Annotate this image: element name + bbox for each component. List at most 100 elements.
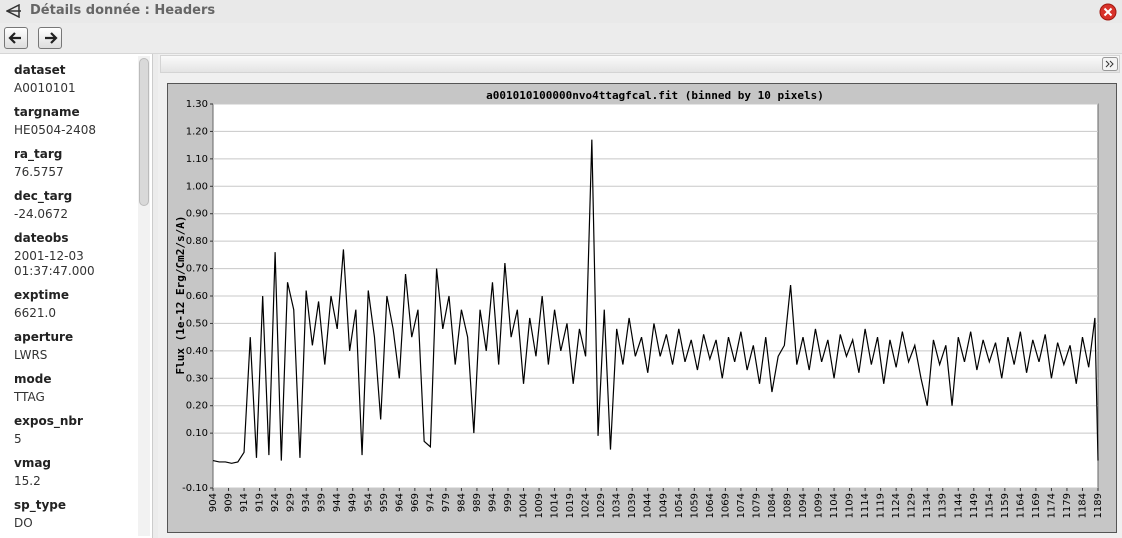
forward-button[interactable] bbox=[38, 27, 62, 49]
field: exptime 6621.0 bbox=[14, 288, 152, 321]
close-button[interactable] bbox=[1099, 3, 1117, 21]
x-tick-label: 1184 bbox=[1077, 493, 1088, 518]
x-tick-label: 949 bbox=[348, 493, 359, 512]
x-tick-label: 1179 bbox=[1062, 493, 1073, 518]
field: targname HE0504-2408 bbox=[14, 105, 152, 138]
x-tick-label: 1024 bbox=[581, 493, 592, 518]
x-tick-label: 1079 bbox=[751, 493, 762, 518]
back-button[interactable] bbox=[4, 27, 28, 49]
x-tick-label: 1169 bbox=[1031, 493, 1042, 518]
field: mode TTAG bbox=[14, 372, 152, 405]
field-label: sp_type bbox=[14, 498, 67, 512]
x-tick-label: 1174 bbox=[1046, 493, 1057, 518]
x-tick-label: 1164 bbox=[1015, 493, 1026, 518]
data-line bbox=[212, 139, 1099, 464]
x-tick-label: 1114 bbox=[860, 493, 871, 518]
x-tick-label: 1069 bbox=[720, 493, 731, 518]
scrollbar-thumb[interactable] bbox=[139, 58, 149, 206]
y-tick-label: 1.30 bbox=[186, 99, 208, 110]
chart: a001010100000nvo4ttagfcal.fit (binned by… bbox=[167, 83, 1117, 533]
x-tick-label: 1014 bbox=[550, 493, 561, 518]
field: dec_targ -24.0672 bbox=[14, 189, 152, 222]
x-tick-label: 1149 bbox=[969, 493, 980, 518]
x-tick-label: 964 bbox=[394, 493, 405, 512]
x-tick-label: 1154 bbox=[984, 493, 995, 518]
x-tick-label: 969 bbox=[410, 493, 421, 512]
x-tick-label: 909 bbox=[224, 493, 235, 512]
x-tick-label: 929 bbox=[286, 493, 297, 512]
x-tick-label: 1049 bbox=[658, 493, 669, 518]
field-value: A0010101 bbox=[14, 81, 76, 95]
y-tick-label: 0.50 bbox=[186, 318, 208, 329]
x-tick-label: 1029 bbox=[596, 493, 607, 518]
y-tick-label: 0.40 bbox=[186, 346, 208, 357]
field-label: dec_targ bbox=[14, 189, 73, 203]
x-tick-label: 1124 bbox=[891, 493, 902, 518]
x-tick-label: 1084 bbox=[767, 493, 778, 518]
x-tick-label: 1099 bbox=[814, 493, 825, 518]
x-tick-label: 1044 bbox=[643, 493, 654, 518]
y-tick-label: 0.30 bbox=[186, 373, 208, 384]
field-label: exptime bbox=[14, 288, 69, 302]
x-tick-label: 1189 bbox=[1093, 493, 1104, 518]
x-tick-label: 984 bbox=[456, 493, 467, 512]
field: expos_nbr 5 bbox=[14, 414, 152, 447]
x-tick-label: 1139 bbox=[938, 493, 949, 518]
field-value: LWRS bbox=[14, 348, 48, 362]
x-tick-label: 954 bbox=[363, 493, 374, 512]
toolbar bbox=[0, 23, 1122, 54]
panel-header bbox=[160, 55, 1120, 73]
field-label: vmag bbox=[14, 456, 52, 470]
x-tick-label: 1074 bbox=[736, 493, 747, 518]
field-value: TTAG bbox=[14, 390, 45, 404]
x-tick-label: 1104 bbox=[829, 493, 840, 518]
field: sp_type DO bbox=[14, 498, 152, 531]
window-title: Détails donnée : Headers bbox=[30, 3, 216, 18]
y-tick-label: -0.10 bbox=[182, 483, 208, 494]
chart-title: a001010100000nvo4ttagfcal.fit (binned by… bbox=[486, 89, 824, 102]
field-value: 76.5757 bbox=[14, 165, 64, 179]
x-tick-label: 919 bbox=[255, 493, 266, 512]
x-tick-label: 944 bbox=[332, 493, 343, 512]
x-tick-label: 1144 bbox=[953, 493, 964, 518]
x-tick-label: 999 bbox=[503, 493, 514, 512]
x-tick-label: 914 bbox=[239, 493, 250, 512]
expand-button[interactable] bbox=[1102, 57, 1118, 71]
y-tick-label: 1.20 bbox=[186, 126, 208, 137]
field-label: mode bbox=[14, 372, 52, 386]
field: aperture LWRS bbox=[14, 330, 152, 363]
x-tick-label: 994 bbox=[487, 493, 498, 512]
x-tick-label: 1109 bbox=[845, 493, 856, 518]
field: dataset A0010101 bbox=[14, 63, 152, 96]
y-axis-title: Flux (1e-12 Erg/Cm2/s/A) bbox=[174, 216, 187, 375]
x-tick-label: 1034 bbox=[612, 493, 623, 518]
x-tick-label: 1094 bbox=[798, 493, 809, 518]
field: ra_targ 76.5757 bbox=[14, 147, 152, 180]
y-tick-label: 0.80 bbox=[186, 236, 208, 247]
field-value: 15.2 bbox=[14, 474, 41, 488]
x-tick-label: 959 bbox=[379, 493, 390, 512]
field: dateobs 2001-12-03 01:37:47.000 bbox=[14, 231, 152, 279]
field: vmag 15.2 bbox=[14, 456, 152, 489]
field-value: 5 bbox=[14, 432, 22, 446]
field-value: 2001-12-03 01:37:47.000 bbox=[14, 249, 95, 278]
field-value: HE0504-2408 bbox=[14, 123, 97, 137]
x-tick-label: 1064 bbox=[705, 493, 716, 518]
x-tick-label: 1019 bbox=[565, 493, 576, 518]
field-value: -24.0672 bbox=[14, 207, 68, 221]
x-tick-label: 1054 bbox=[674, 493, 685, 518]
x-tick-label: 974 bbox=[425, 493, 436, 512]
field-label: ra_targ bbox=[14, 147, 63, 161]
back-icon bbox=[8, 32, 21, 44]
y-tick-label: 0.10 bbox=[186, 428, 208, 439]
sidebar: dataset A0010101 targname HE0504-2408 ra_tar… bbox=[0, 54, 153, 538]
field-label: targname bbox=[14, 105, 80, 119]
y-tick-label: 1.00 bbox=[186, 181, 208, 192]
app-icon bbox=[6, 4, 21, 18]
x-tick-label: 924 bbox=[270, 493, 281, 512]
x-tick-label: 1119 bbox=[876, 493, 887, 518]
forward-icon bbox=[45, 32, 58, 44]
x-tick-label: 1134 bbox=[922, 493, 933, 518]
x-tick-label: 1089 bbox=[782, 493, 793, 518]
